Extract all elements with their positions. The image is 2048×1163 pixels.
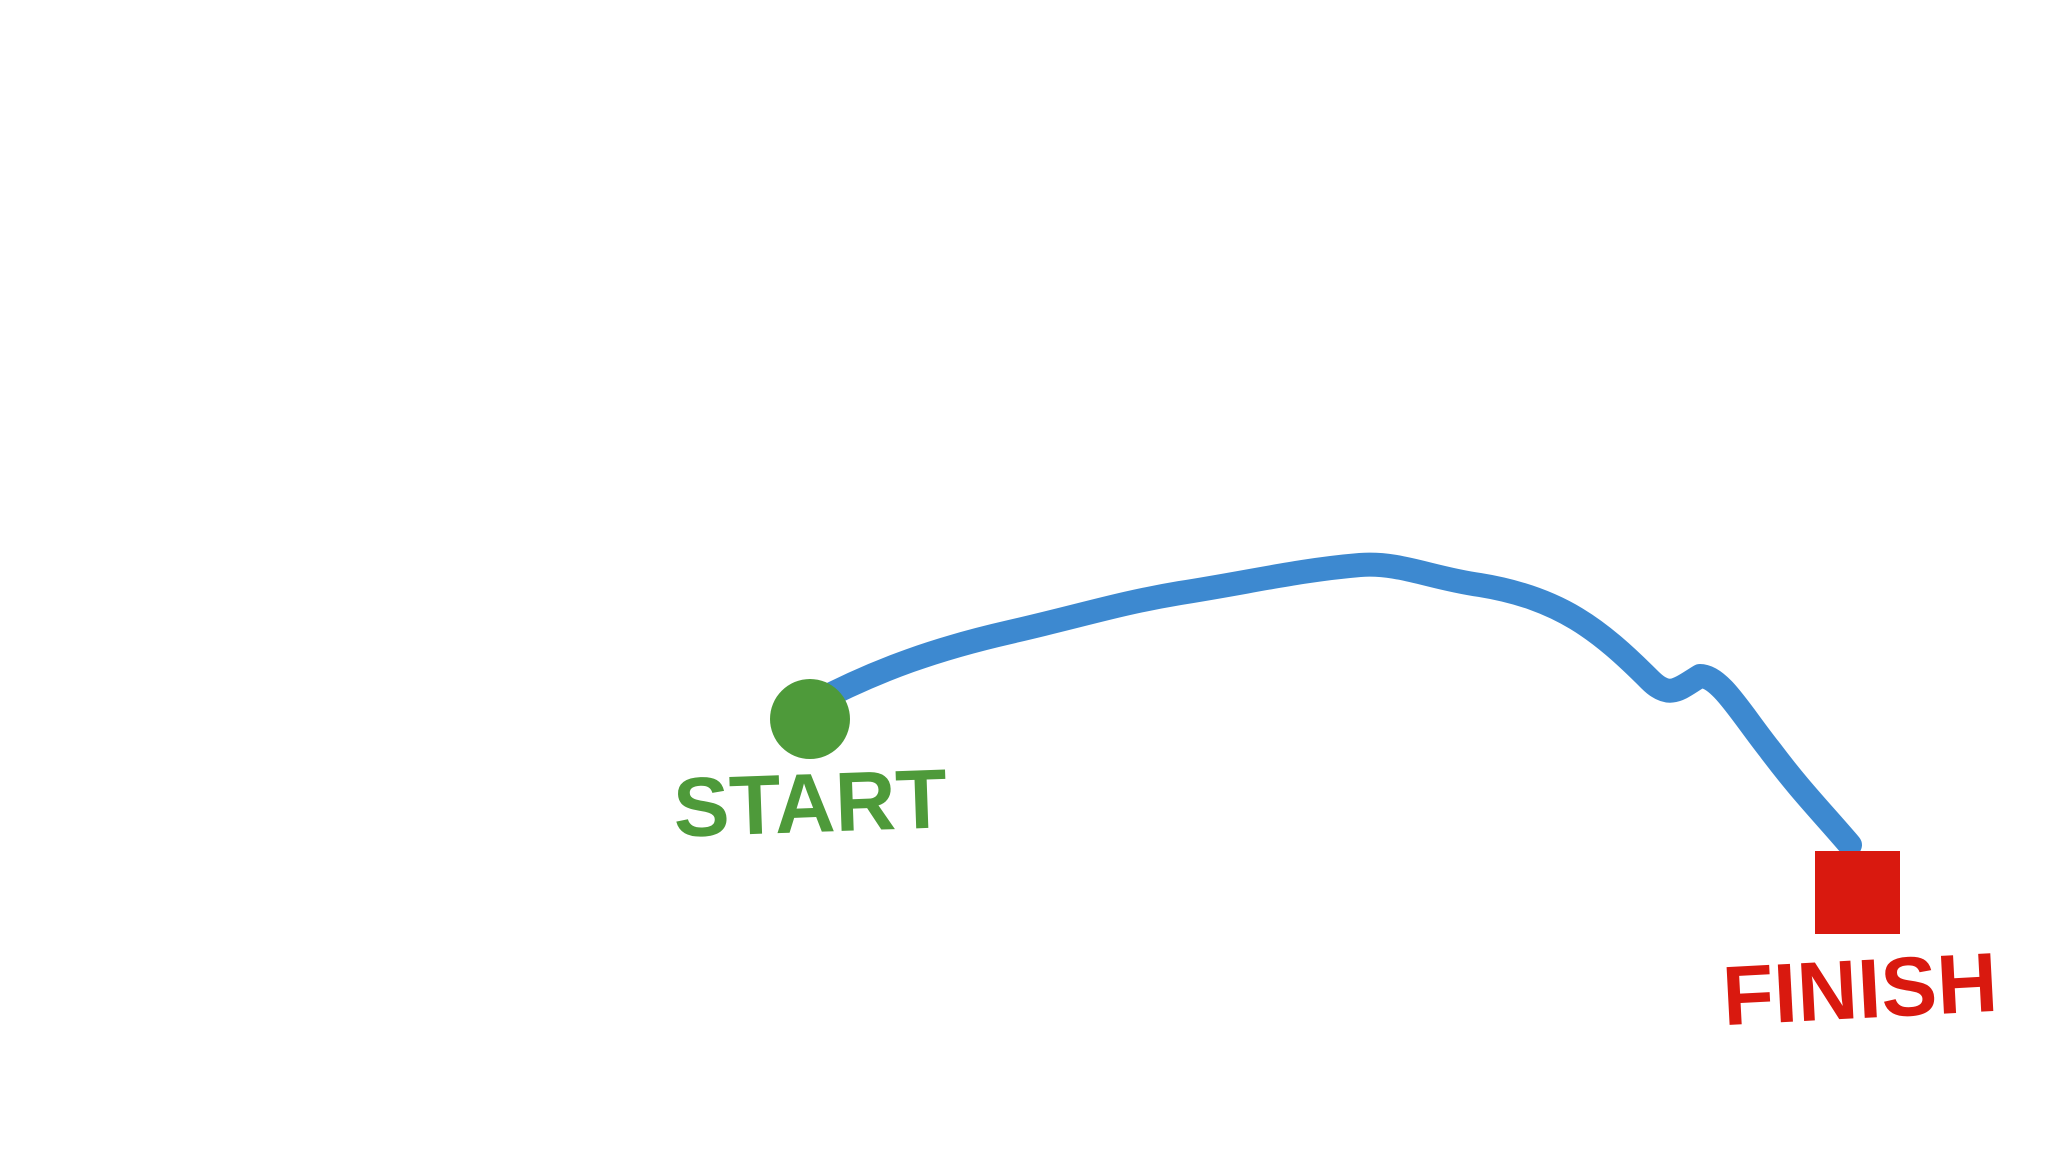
finish-label: FINISH — [1720, 935, 2000, 1043]
finish-marker — [1815, 851, 1900, 934]
start-label: START — [672, 751, 949, 854]
start-marker — [770, 679, 850, 759]
route-path — [798, 552, 1862, 857]
